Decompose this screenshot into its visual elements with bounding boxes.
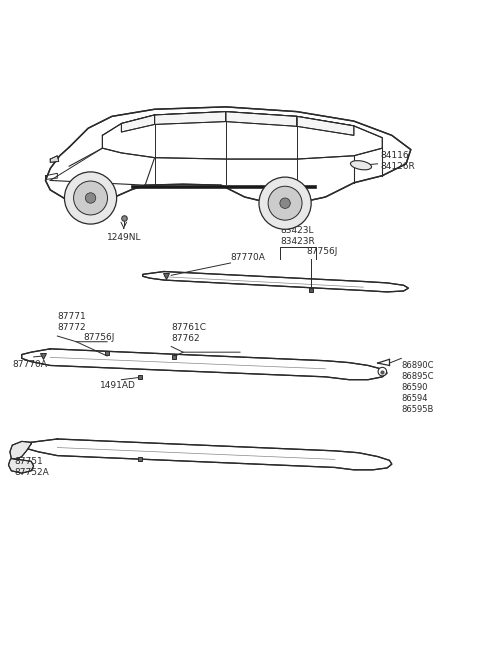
Polygon shape	[226, 111, 297, 126]
Circle shape	[85, 193, 96, 203]
Text: 83423L
83423R: 83423L 83423R	[280, 226, 315, 246]
Text: 87751
87752A: 87751 87752A	[14, 457, 49, 477]
Polygon shape	[143, 272, 408, 292]
Text: 1491AD: 1491AD	[100, 381, 136, 390]
Polygon shape	[131, 185, 316, 189]
Circle shape	[73, 181, 108, 215]
Polygon shape	[10, 441, 31, 459]
Polygon shape	[46, 107, 411, 203]
Circle shape	[259, 177, 311, 229]
Text: 84116
84126R: 84116 84126R	[380, 151, 415, 172]
Text: 1249NL: 1249NL	[107, 233, 141, 242]
Circle shape	[280, 198, 290, 208]
Circle shape	[268, 186, 302, 220]
Polygon shape	[50, 156, 59, 162]
Text: 87761C
87762: 87761C 87762	[171, 322, 206, 343]
Text: 87771
87772: 87771 87772	[57, 312, 86, 332]
Text: 86890C
86895C
86590
86594
86595B: 86890C 86895C 86590 86594 86595B	[401, 361, 434, 414]
Polygon shape	[9, 458, 34, 473]
Text: 87770A: 87770A	[12, 360, 47, 369]
Circle shape	[378, 367, 386, 376]
Polygon shape	[25, 439, 392, 470]
Polygon shape	[155, 111, 226, 124]
Ellipse shape	[350, 160, 372, 170]
Text: 87770A: 87770A	[230, 253, 265, 262]
Polygon shape	[297, 117, 354, 136]
Circle shape	[64, 172, 117, 224]
Polygon shape	[121, 115, 155, 132]
Polygon shape	[102, 111, 383, 159]
Polygon shape	[22, 349, 387, 380]
Text: 87756J: 87756J	[84, 333, 115, 342]
Text: 87756J: 87756J	[306, 248, 338, 256]
